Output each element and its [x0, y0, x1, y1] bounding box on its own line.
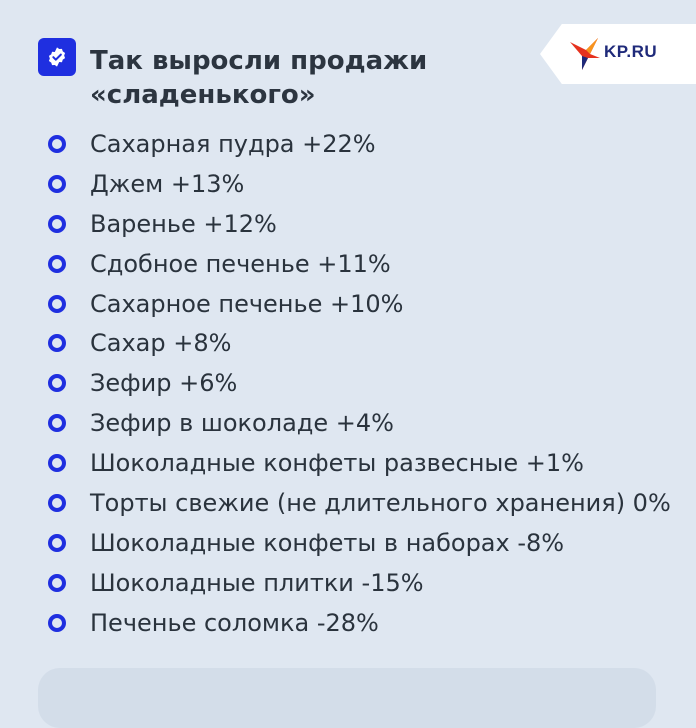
list-item: Шоколадные плитки -15% — [48, 563, 671, 603]
list-item: Шоколадные конфеты в наборах -8% — [48, 523, 671, 563]
list-item-text: Сдобное печенье +11% — [90, 249, 391, 278]
list-item-text: Зефир в шоколаде +4% — [90, 409, 394, 438]
list-item: Сдобное печенье +11% — [48, 244, 671, 284]
list-item-text: Варенье +12% — [90, 209, 277, 238]
circle-bullet-icon — [48, 134, 66, 153]
list-item-text: Шоколадные плитки -15% — [90, 568, 424, 597]
list-item: Варенье +12% — [48, 204, 671, 244]
list-item-text: Шоколадные конфеты в наборах -8% — [90, 528, 565, 557]
sales-list: Сахарная пудра +22% Джем +13% Варенье +12%… — [48, 124, 671, 643]
list-item: Зефир в шоколаде +4% — [48, 403, 671, 443]
title-line-2: «сладенького» — [90, 80, 316, 110]
logo-text: KP.RU — [604, 42, 658, 61]
list-item: Сахар +8% — [48, 323, 671, 363]
logo-background — [540, 24, 696, 84]
list-item: Сахарное печенье +10% — [48, 284, 671, 324]
circle-bullet-icon — [48, 254, 66, 273]
list-item: Джем +13% — [48, 164, 671, 204]
circle-bullet-icon — [48, 573, 66, 592]
list-item-text: Сахар +8% — [90, 329, 232, 358]
list-item-text: Зефир +6% — [90, 369, 238, 398]
list-item-text: Торты свежие (не длительного хранения) 0… — [90, 488, 671, 517]
circle-bullet-icon — [48, 174, 66, 193]
list-item-text: Шоколадные конфеты развесные +1% — [90, 449, 584, 478]
verified-check-icon — [38, 38, 76, 76]
circle-bullet-icon — [48, 214, 66, 233]
kp-logo: KP.RU — [540, 24, 696, 84]
list-item-text: Джем +13% — [90, 169, 245, 198]
circle-bullet-icon — [48, 414, 66, 433]
bottom-card — [38, 668, 656, 728]
circle-bullet-icon — [48, 533, 66, 552]
circle-bullet-icon — [48, 493, 66, 512]
bird-logo-icon — [570, 38, 600, 70]
list-item: Сахарная пудра +22% — [48, 124, 671, 164]
circle-bullet-icon — [48, 454, 66, 473]
list-item: Зефир +6% — [48, 363, 671, 403]
circle-bullet-icon — [48, 294, 66, 313]
circle-bullet-icon — [48, 334, 66, 353]
circle-bullet-icon — [48, 613, 66, 632]
list-item-text: Сахарное печенье +10% — [90, 289, 404, 318]
circle-bullet-icon — [48, 374, 66, 393]
list-item-text: Сахарная пудра +22% — [90, 129, 376, 158]
list-item: Торты свежие (не длительного хранения) 0… — [48, 483, 671, 523]
list-item-text: Печенье соломка -28% — [90, 608, 379, 637]
title-line-1: Так выросли продажи — [90, 46, 428, 76]
list-item: Печенье соломка -28% — [48, 603, 671, 643]
page-title: Так выросли продажи «сладенького» — [90, 44, 450, 112]
list-item: Шоколадные конфеты развесные +1% — [48, 443, 671, 483]
